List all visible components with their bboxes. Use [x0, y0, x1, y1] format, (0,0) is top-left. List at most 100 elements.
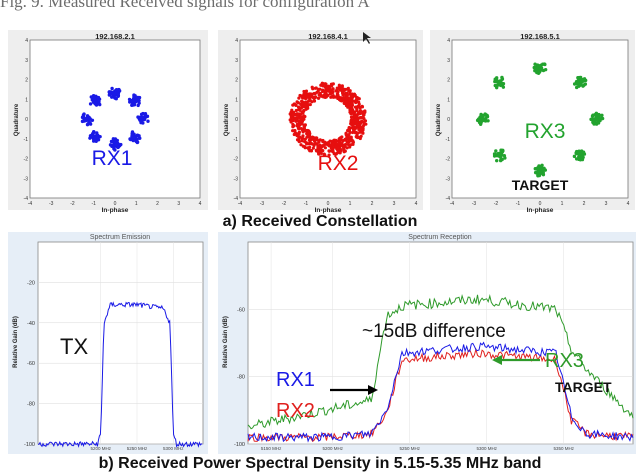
constellation-point: [82, 112, 86, 116]
constellation-point: [535, 70, 539, 75]
x-tick-label: -1: [304, 201, 309, 207]
x-tick-label: 4: [199, 201, 202, 207]
constellation-point: [345, 96, 350, 100]
rx1-label: RX1: [92, 147, 133, 170]
y-tick-label: -4: [446, 196, 451, 202]
x-tick-label: -3: [49, 201, 54, 207]
constellation-point: [297, 106, 301, 110]
x-tick-label: 2: [583, 201, 586, 207]
constellation-point: [328, 89, 332, 93]
y-tick-label: 1: [447, 97, 450, 103]
constellation-point: [536, 63, 540, 68]
y-axis-label: Quadrature: [14, 103, 20, 136]
constellation-point: [353, 114, 358, 118]
constellation-point: [96, 95, 101, 100]
constellation-point: [343, 138, 348, 142]
psd-plots: Spectrum Emission Relative Gain (dB) -20…: [8, 232, 636, 454]
x-tick-label: -1: [516, 201, 521, 207]
constellation-point: [334, 152, 338, 156]
x-tick-label: 3: [177, 201, 180, 207]
constellation-point: [594, 111, 599, 115]
constellation-point: [139, 120, 143, 125]
x-tick-label: -2: [494, 201, 499, 207]
x-tick-label: 5200 MHz: [90, 446, 111, 451]
y-tick-label: 0: [25, 117, 28, 123]
constellation-point: [494, 149, 498, 153]
constellation-point: [130, 133, 134, 138]
y-tick-label: 2: [447, 78, 450, 84]
y-tick-label: 0: [235, 117, 238, 123]
y-tick-label: -60: [27, 361, 35, 367]
constellation-point: [336, 146, 340, 150]
y-tick-label: -100: [24, 442, 35, 448]
constellation-point: [321, 139, 325, 144]
constellation-section: 192.168.2.1 Quadrature In-phase -4 -4 -3 -3…: [0, 30, 640, 230]
constellation-point: [305, 132, 309, 136]
x-tick-label: 4: [627, 201, 630, 207]
constellation-point: [348, 89, 352, 93]
y-tick-label: -1: [24, 137, 29, 143]
constellation-point: [141, 111, 145, 116]
constellation-point: [348, 104, 352, 108]
rx3-label: RX3: [545, 350, 584, 372]
x-tick-label: 5350 MHz: [553, 446, 574, 451]
y-tick-label: 4: [235, 38, 238, 44]
constellation-point: [305, 135, 309, 139]
y-tick-label: 2: [25, 78, 28, 84]
constellation-point: [594, 115, 598, 119]
constellation-points: [288, 81, 368, 157]
constellation-point: [478, 118, 482, 123]
constellation-point: [533, 62, 537, 66]
constellation-point: [127, 97, 132, 102]
constellation-point: [327, 153, 331, 157]
constellation-point: [316, 149, 320, 154]
x-tick-label: 1: [349, 201, 352, 207]
constellation-point: [146, 119, 150, 123]
rx1-label: RX1: [276, 369, 315, 391]
target-label: TARGET: [512, 177, 569, 193]
constellation-point: [137, 98, 141, 103]
constellation-point: [359, 128, 363, 132]
constellation-point: [113, 96, 117, 100]
constellation-point: [340, 84, 344, 88]
panel-title: Spectrum Emission: [90, 234, 150, 241]
constellation-point: [294, 103, 298, 108]
constellation-point: [310, 95, 315, 99]
constellation-point: [130, 103, 134, 108]
constellation-point: [112, 147, 116, 151]
constellation-point: [334, 89, 338, 93]
constellation-point: [358, 136, 362, 141]
constellation-point: [495, 79, 499, 84]
constellation-panel-rx1: 192.168.2.1 Quadrature In-phase -4-4 -3 -3…: [8, 30, 208, 214]
constellation-point: [88, 121, 92, 125]
constellation-point: [303, 140, 307, 144]
constellation-point: [311, 87, 315, 91]
constellation-point: [579, 80, 584, 84]
constellation-point: [355, 107, 359, 111]
rx1-spectrum-line: [247, 341, 634, 443]
constellation-point: [591, 113, 595, 117]
constellation-point: [310, 92, 314, 96]
constellation-point: [302, 117, 306, 121]
constellation-point: [494, 85, 499, 90]
constellation-point: [349, 119, 353, 123]
constellation-point: [346, 142, 350, 147]
y-tick-label: -1: [234, 137, 239, 143]
constellation-point: [581, 150, 586, 155]
constellation-point: [114, 87, 119, 92]
y-tick-label: 3: [25, 58, 28, 64]
constellation-point: [338, 136, 342, 140]
rx2-spectrum-line: [247, 347, 634, 443]
constellation-panel-rx3: 192.168.5.1 Quadrature In-phase -4-4 -3 -3…: [430, 30, 635, 214]
constellation-point: [327, 86, 332, 90]
constellation-point: [307, 138, 311, 142]
constellation-point: [495, 158, 499, 163]
constellation-point: [289, 115, 293, 119]
constellation-point: [361, 115, 365, 119]
constellation-point: [294, 108, 298, 113]
constellation-point: [501, 148, 505, 153]
constellation-point: [82, 115, 86, 120]
constellation-point: [324, 82, 328, 87]
x-tick-label: -2: [70, 201, 75, 207]
constellation-point: [358, 116, 362, 120]
